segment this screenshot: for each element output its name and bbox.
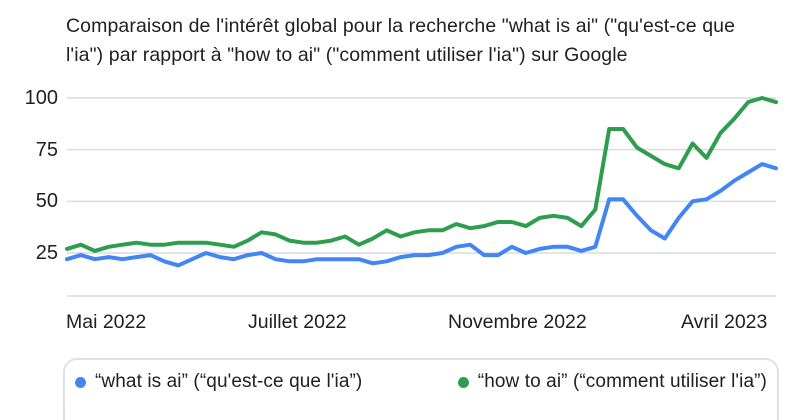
legend-row: “what is ai” (“qu'est-ce que l'ia”) “how… (65, 360, 777, 393)
x-axis-tick-novembre-2022: Novembre 2022 (448, 311, 587, 333)
y-axis-tick-75: 75 (35, 139, 58, 161)
y-axis-tick-50: 50 (35, 190, 58, 212)
legend-dot-icon-green (457, 376, 469, 388)
y-axis-tick-25: 25 (35, 242, 58, 264)
y-axis-tick-100: 100 (24, 87, 58, 109)
chart-title: Comparaison de l'intérêt global pour la … (66, 15, 736, 66)
legend-label-how-to-ai: “how to ai” (“comment utiliser l'ia”) (477, 371, 767, 392)
legend-label-what-is-ai: “what is ai” (“qu'est-ce que l'ia”) (95, 371, 363, 392)
legend: “what is ai” (“qu'est-ce que l'ia”) “how… (63, 358, 779, 420)
x-axis-tick-juillet-2022: Juillet 2022 (248, 311, 347, 333)
legend-item-how-to-ai: “how to ai” (“comment utiliser l'ia”) (457, 371, 767, 393)
x-axis-tick-avril-2023: Avril 2023 (681, 311, 768, 333)
legend-dot-icon-blue (75, 376, 86, 388)
x-axis-tick-mai-2022: Mai 2022 (66, 311, 147, 333)
legend-item-what-is-ai: “what is ai” (“qu'est-ce que l'ia”) (75, 371, 362, 393)
